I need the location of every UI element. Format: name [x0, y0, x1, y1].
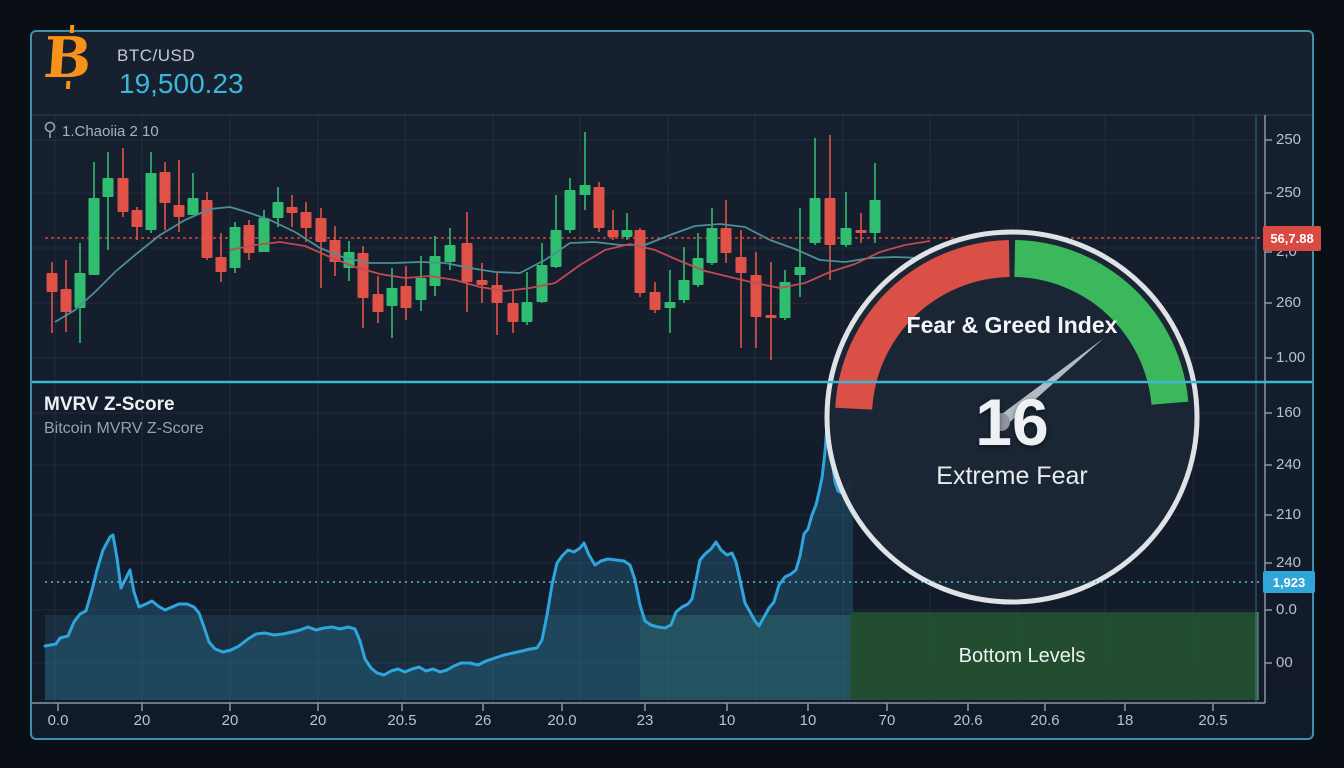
- gauge-value: 16: [975, 385, 1049, 459]
- gauge-title: Fear & Greed Index: [906, 312, 1118, 338]
- x-axis-label: 20.5: [1198, 712, 1228, 729]
- x-axis-label: 20.6: [953, 712, 983, 729]
- y-axis-label: 1.00: [1276, 349, 1306, 366]
- x-axis-label: 20.0: [547, 712, 577, 729]
- chart-legend[interactable]: 1.Chaoiia 2 10: [44, 120, 159, 142]
- y-axis-label: 250: [1276, 184, 1302, 201]
- bitcoin-logo: B: [41, 25, 94, 91]
- x-axis-label: 20.5: [387, 712, 417, 729]
- x-axis-label: 18: [1116, 712, 1134, 729]
- x-axis-label: 23: [636, 712, 654, 729]
- x-axis-label: 20: [133, 712, 151, 729]
- y-axis-label: 240: [1276, 456, 1302, 473]
- y-axis-label: 0.0: [1276, 601, 1297, 618]
- x-axis-label: 10: [799, 712, 817, 729]
- gauge-arc-greed: [1014, 240, 1189, 405]
- price-value: 19,500.23: [119, 68, 244, 99]
- mvrv-area: [45, 425, 853, 700]
- y-axis-label: 260: [1276, 294, 1302, 311]
- mvrv-line: [43, 423, 855, 677]
- y-axis-label: 210: [1276, 506, 1302, 523]
- legend-marker-icon: [44, 121, 56, 138]
- x-axis-label: 70: [878, 712, 896, 729]
- mvrv-title: MVRV Z-Score: [44, 394, 175, 415]
- price-badge: 56,7.88: [1263, 226, 1321, 251]
- ma-fast-line: [54, 206, 946, 323]
- legend-label: 1.Chaoiia 2 10: [62, 122, 159, 140]
- y-axis-label: 00: [1276, 654, 1293, 671]
- y-axis-label: 240: [1276, 554, 1302, 571]
- gauge-status: Extreme Fear: [936, 462, 1088, 490]
- x-axis-label: 20.6: [1030, 712, 1060, 729]
- x-axis-label: 20: [221, 712, 239, 729]
- mvrv-subtitle: Bitcoin MVRV Z-Score: [44, 420, 204, 437]
- symbol-label: BTC/USD: [117, 46, 196, 65]
- x-axis-label: 20: [309, 712, 327, 729]
- y-axis-label: 250: [1276, 131, 1302, 148]
- threshold-badge: 1,923: [1263, 571, 1315, 593]
- x-axis-label: 26: [474, 712, 492, 729]
- bottom-levels-label: Bottom Levels: [958, 645, 1086, 667]
- gauge-needle-hub: [992, 413, 1010, 431]
- ma-slow-line: [229, 240, 931, 292]
- y-axis-label: 160: [1276, 404, 1302, 421]
- x-axis-label: 0.0: [47, 712, 69, 729]
- x-axis-label: 10: [718, 712, 736, 729]
- bottom-zone-dark: [850, 612, 1258, 700]
- gauge-arc-fear: [835, 240, 1010, 410]
